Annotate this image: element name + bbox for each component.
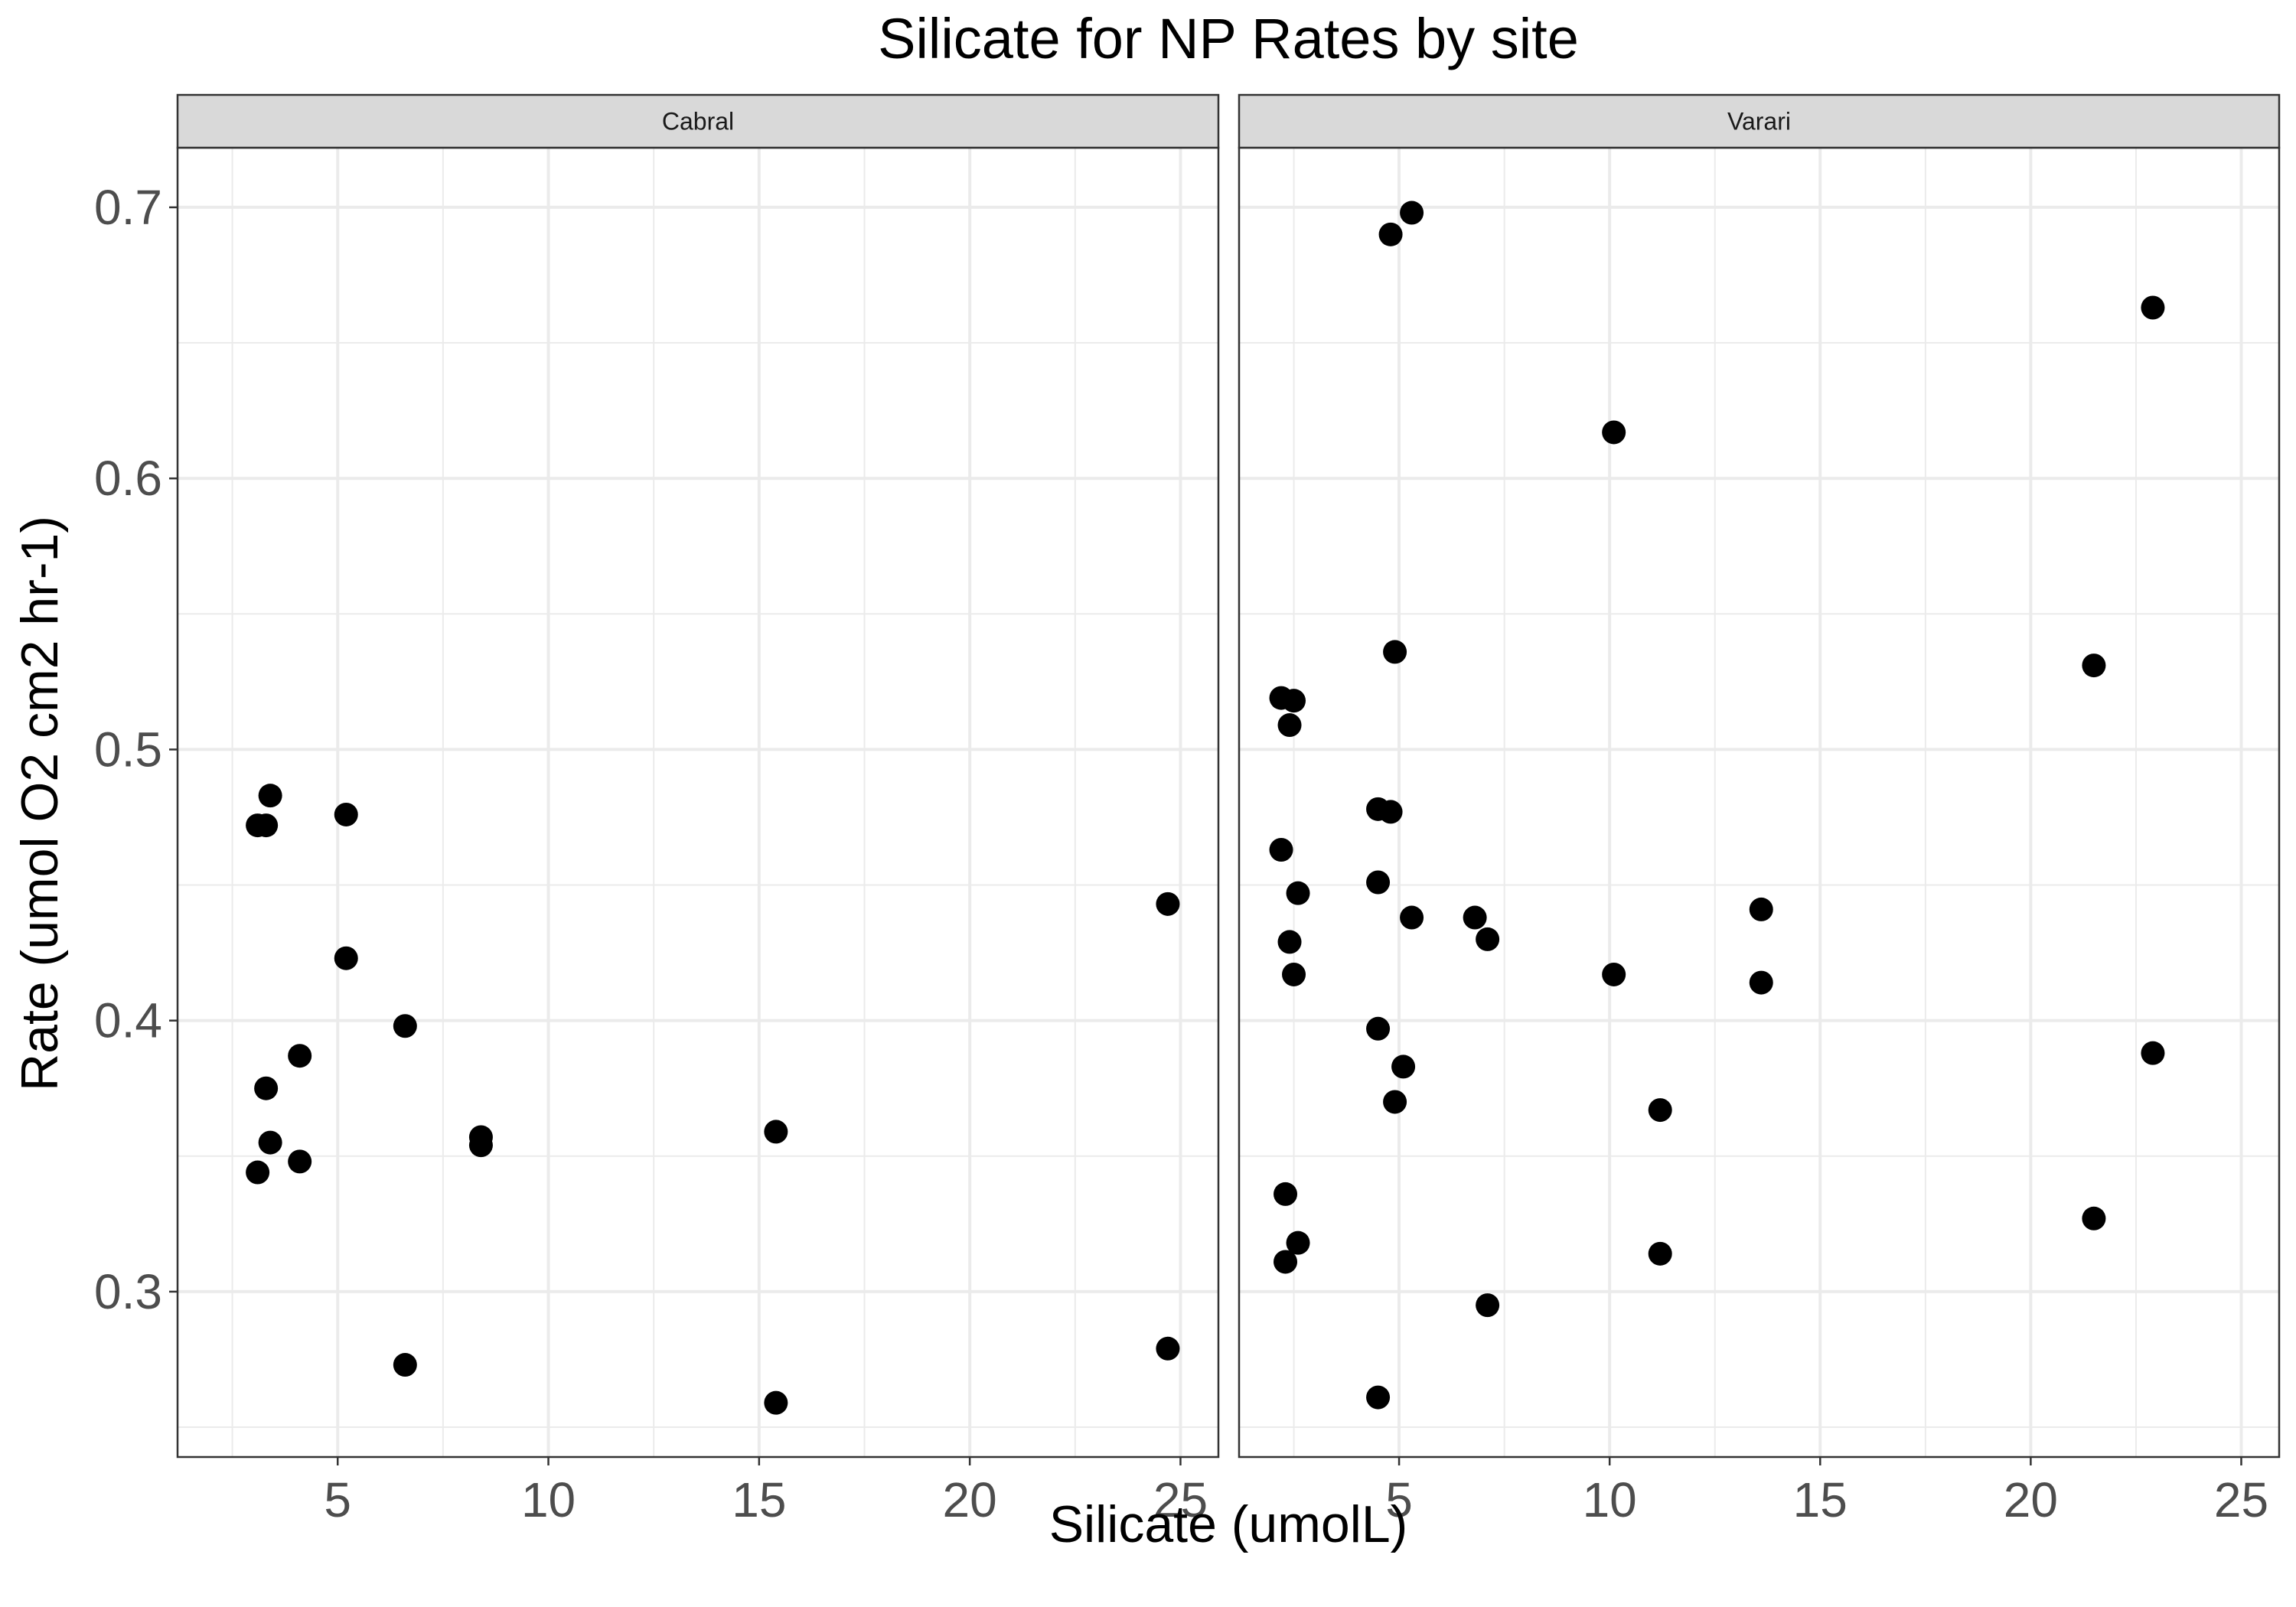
data-point: [1366, 870, 1391, 895]
data-point: [1378, 800, 1403, 824]
data-point: [1274, 1250, 1298, 1274]
data-point: [334, 802, 358, 826]
x-tick-label: 15: [1793, 1472, 1848, 1527]
data-point: [764, 1390, 788, 1415]
y-tick-label: 0.5: [94, 722, 162, 777]
data-point: [246, 1160, 270, 1185]
x-tick-label: 15: [732, 1472, 786, 1527]
data-point: [764, 1120, 788, 1144]
x-axis-title: Silicate (umolL): [1049, 1495, 1408, 1553]
data-point: [288, 1149, 312, 1174]
data-point: [2141, 295, 2165, 320]
y-axis-title: Rate (umol O2 cm2 hr-1): [11, 516, 69, 1091]
data-point: [393, 1353, 417, 1377]
y-tick-label: 0.6: [94, 451, 162, 506]
data-point: [2082, 1206, 2106, 1231]
data-point: [1269, 837, 1293, 862]
data-point: [1749, 897, 1773, 921]
data-point: [1400, 200, 1424, 225]
data-point: [1383, 640, 1407, 664]
data-point: [2141, 1041, 2165, 1065]
data-point: [258, 1130, 282, 1155]
data-point: [258, 784, 282, 808]
data-point: [1366, 1016, 1391, 1041]
chart-title: Silicate for NP Rates by site: [878, 7, 1579, 70]
data-point: [1282, 962, 1306, 986]
data-point: [1648, 1241, 1672, 1266]
x-tick-label: 5: [1385, 1472, 1413, 1527]
data-point: [1463, 905, 1487, 930]
data-point: [1277, 930, 1302, 954]
x-tick-label: 25: [2214, 1472, 2268, 1527]
x-tick-label: 10: [1583, 1472, 1637, 1527]
y-tick-label: 0.3: [94, 1264, 162, 1319]
x-tick-label: 20: [943, 1472, 997, 1527]
data-point: [1400, 905, 1424, 930]
panel-background: [178, 148, 1218, 1457]
data-point: [1282, 689, 1306, 713]
panel-background: [1239, 148, 2279, 1457]
data-point: [1277, 713, 1302, 738]
data-point: [1286, 1231, 1310, 1255]
y-tick-label: 0.7: [94, 180, 162, 235]
data-point: [1156, 892, 1180, 916]
facet-strip: [176, 93, 1220, 149]
facet-strip-label: Varari: [1727, 108, 1791, 135]
data-point: [1476, 927, 1500, 951]
data-point: [1476, 1293, 1500, 1318]
x-tick-label: 20: [2004, 1472, 2058, 1527]
x-tick-label: 25: [1153, 1472, 1208, 1527]
data-point: [1602, 420, 1626, 445]
data-point: [1749, 970, 1773, 995]
data-point: [254, 1076, 279, 1100]
data-point: [1274, 1182, 1298, 1206]
facet-panels: Cabral 5 10 15 20 25 0.3 0.4 0.5 0.6 0.7 Varari 5 10 1…: [94, 93, 2281, 1527]
data-point: [1378, 222, 1403, 246]
data-point: [1383, 1090, 1407, 1114]
data-point: [1648, 1098, 1672, 1123]
data-point: [1602, 962, 1626, 986]
x-tick-label: 10: [521, 1472, 576, 1527]
data-point: [1156, 1336, 1180, 1361]
data-point: [334, 946, 358, 970]
data-point: [393, 1014, 417, 1038]
data-point: [288, 1044, 312, 1068]
data-point: [468, 1133, 493, 1158]
data-point: [254, 813, 279, 838]
data-point: [1391, 1054, 1416, 1079]
facet-panel-cabral: Cabral 5 10 15 20 25 0.3 0.4 0.5 0.6 0.7: [94, 93, 1220, 1527]
facet-strip: [1238, 93, 2281, 149]
facet-panel-varari: Varari 5 10 15 20 25: [1238, 93, 2281, 1527]
data-point: [1366, 1385, 1391, 1410]
y-tick-label: 0.4: [94, 993, 162, 1048]
data-point: [1286, 881, 1310, 905]
facet-strip-label: Cabral: [662, 108, 734, 135]
x-tick-label: 5: [324, 1472, 351, 1527]
data-point: [2082, 654, 2106, 678]
